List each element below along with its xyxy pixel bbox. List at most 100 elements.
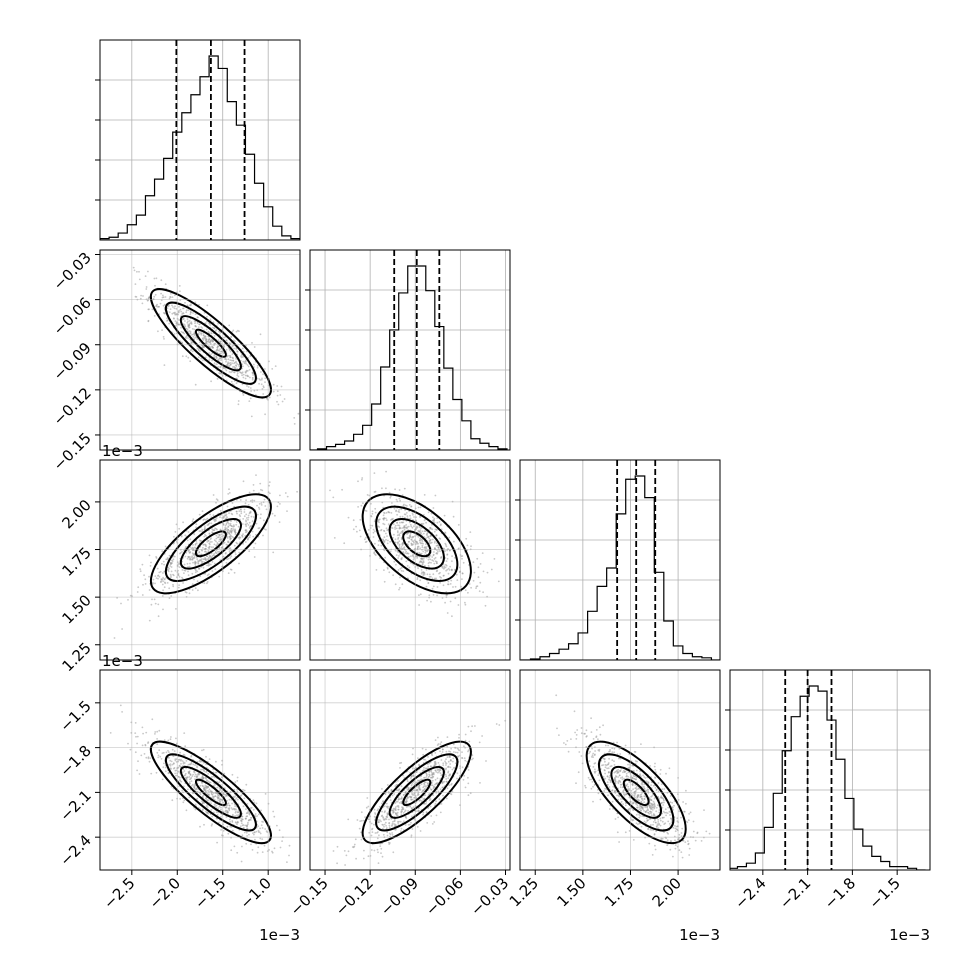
sample-point bbox=[249, 387, 252, 389]
sample-point bbox=[477, 566, 480, 569]
sample-point bbox=[449, 774, 451, 777]
sample-point bbox=[179, 290, 181, 293]
sample-point bbox=[223, 772, 226, 775]
sample-point bbox=[332, 496, 335, 499]
sample-point bbox=[185, 337, 188, 339]
sample-point bbox=[430, 784, 433, 786]
sample-point bbox=[157, 577, 159, 580]
sample-point bbox=[437, 550, 439, 553]
sample-point bbox=[446, 557, 449, 560]
sample-point bbox=[229, 529, 232, 532]
sample-point bbox=[188, 330, 191, 332]
contour-level-0 bbox=[361, 740, 472, 845]
sample-point bbox=[151, 598, 153, 601]
sample-point bbox=[205, 789, 207, 791]
sample-point bbox=[191, 572, 194, 575]
sample-point bbox=[250, 806, 253, 809]
sample-point bbox=[182, 318, 185, 320]
sample-point bbox=[420, 538, 423, 541]
sample-point bbox=[425, 547, 428, 550]
sample-point bbox=[137, 586, 140, 589]
sample-point bbox=[429, 805, 432, 808]
sample-point bbox=[411, 753, 414, 756]
sample-point bbox=[264, 377, 267, 380]
sample-point bbox=[445, 778, 448, 780]
sample-point bbox=[433, 821, 436, 823]
sample-point bbox=[383, 512, 386, 515]
sample-point bbox=[186, 318, 189, 320]
sample-point bbox=[200, 777, 203, 780]
sample-point bbox=[190, 762, 193, 765]
sample-point bbox=[433, 551, 435, 553]
sample-point bbox=[391, 832, 393, 834]
sample-point bbox=[286, 861, 288, 863]
sample-point bbox=[411, 526, 414, 529]
sample-point bbox=[224, 806, 227, 809]
sample-point bbox=[142, 732, 145, 735]
sample-point bbox=[180, 326, 182, 329]
sample-point bbox=[191, 333, 193, 336]
sample-point bbox=[140, 754, 143, 757]
sample-point bbox=[463, 745, 465, 748]
sample-point bbox=[426, 763, 429, 765]
sample-point bbox=[219, 528, 222, 531]
sample-point bbox=[193, 333, 196, 336]
sample-point bbox=[279, 846, 282, 849]
sample-point bbox=[399, 499, 401, 502]
sample-point bbox=[127, 599, 129, 601]
sample-point bbox=[252, 516, 255, 518]
sample-point bbox=[470, 730, 472, 733]
sample-point bbox=[419, 516, 422, 518]
sample-point bbox=[244, 541, 247, 543]
sample-point bbox=[181, 355, 184, 358]
sample-point bbox=[229, 356, 232, 359]
sample-point bbox=[261, 827, 264, 829]
sample-point bbox=[161, 595, 164, 597]
sample-point bbox=[189, 557, 191, 560]
sample-point bbox=[397, 557, 400, 559]
sample-point bbox=[215, 357, 218, 359]
sample-point bbox=[433, 773, 435, 776]
sample-point bbox=[411, 815, 413, 818]
sample-point bbox=[186, 557, 189, 560]
sample-point bbox=[250, 525, 252, 527]
sample-point bbox=[435, 577, 437, 580]
sample-point bbox=[256, 377, 259, 380]
sample-point bbox=[234, 811, 237, 814]
histogram-0 bbox=[100, 55, 300, 240]
sample-point bbox=[419, 547, 421, 550]
sample-point bbox=[240, 510, 243, 513]
sample-point bbox=[481, 735, 483, 737]
sample-point bbox=[397, 789, 400, 792]
sample-point bbox=[262, 373, 264, 376]
sample-point bbox=[618, 780, 621, 782]
sample-point bbox=[418, 526, 421, 528]
sample-point bbox=[680, 835, 683, 837]
sample-point bbox=[213, 539, 216, 542]
sample-point bbox=[425, 537, 427, 539]
sample-point bbox=[392, 851, 395, 854]
sample-point bbox=[178, 584, 181, 586]
sample-point bbox=[188, 782, 191, 785]
sample-point bbox=[419, 529, 422, 531]
sample-point bbox=[400, 827, 403, 830]
scatter-panel-0-1 bbox=[99, 249, 301, 451]
sample-point bbox=[164, 770, 167, 773]
sample-point bbox=[253, 556, 256, 558]
sample-point bbox=[120, 602, 122, 605]
sample-point bbox=[457, 748, 460, 751]
sample-point bbox=[245, 842, 248, 845]
sample-point bbox=[235, 377, 238, 380]
sample-point bbox=[431, 538, 434, 541]
sample-point bbox=[167, 305, 170, 307]
sample-point bbox=[400, 566, 403, 569]
sample-point bbox=[689, 811, 692, 814]
contour-level-1 bbox=[164, 753, 257, 832]
sample-point bbox=[381, 487, 383, 490]
sample-point bbox=[431, 823, 434, 825]
sample-point bbox=[385, 532, 387, 535]
sample-point bbox=[229, 363, 232, 366]
sample-point bbox=[384, 556, 387, 559]
sample-point bbox=[434, 739, 437, 741]
hist-panel-2 bbox=[515, 459, 721, 661]
